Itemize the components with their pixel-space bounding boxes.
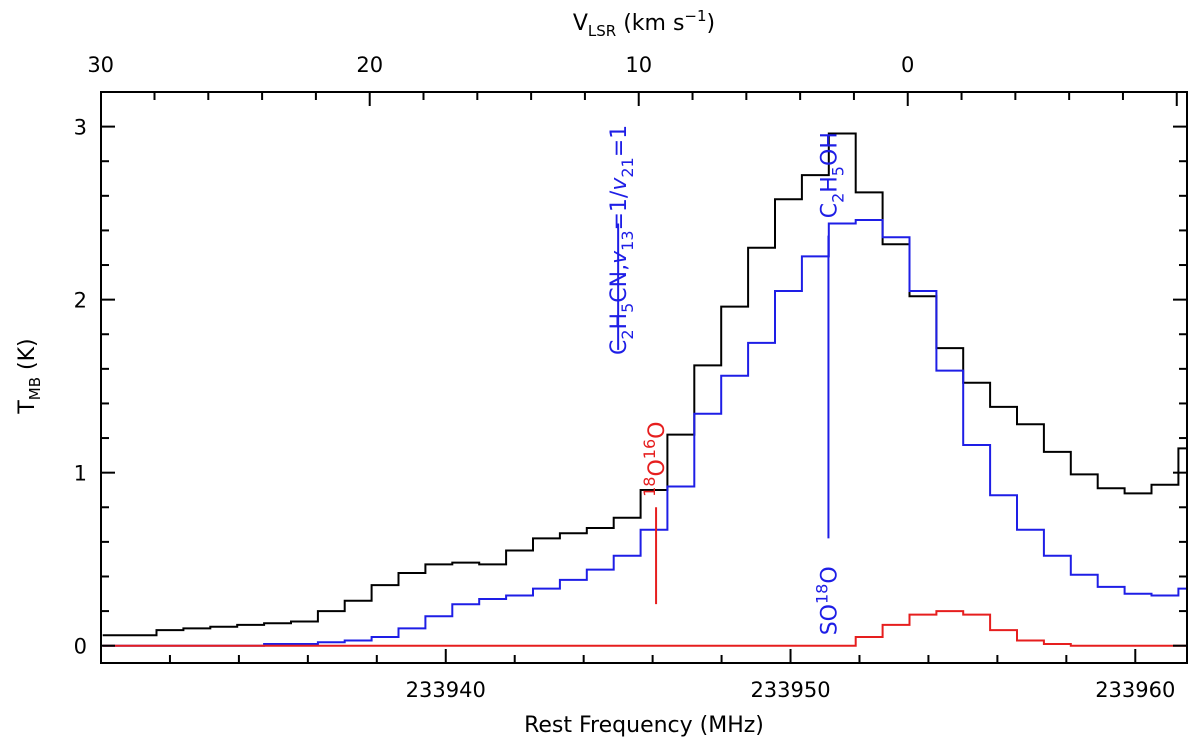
series-model: [102, 219, 1187, 647]
top-tick-label: 20: [356, 53, 383, 77]
y-axis-label-main: T: [15, 400, 40, 415]
annotation-label-part: 21: [618, 157, 637, 177]
y-tick-label: 2: [74, 289, 87, 313]
annotation-label-part: 18: [640, 477, 659, 497]
y-axis-label-sub: MB: [26, 377, 44, 400]
annotation-label-part: 16: [640, 439, 659, 459]
annotation-label-part: 2: [828, 193, 847, 203]
annotation-label-c2h5cn: C2H5CN,v13=1/v21=1: [607, 125, 637, 355]
y-axis-label-unit: (K): [15, 338, 40, 377]
series-observed: [102, 132, 1187, 637]
top-tick-label: 0: [901, 53, 914, 77]
annotation-label-part: H: [817, 176, 842, 193]
annotation-label-part: =1/: [607, 190, 632, 230]
top-axis-label-unit: (km s: [616, 11, 684, 36]
x-tick-label: 233940: [406, 678, 486, 702]
top-axis-label-sub: LSR: [588, 22, 616, 40]
x-tick-label: 233950: [750, 678, 830, 702]
annotation-label-part: 5: [618, 303, 637, 313]
annotation-label-part: CN,: [607, 264, 632, 303]
annotation-label-part: O: [645, 459, 670, 476]
top-axis-label: VLSR (km s−1): [573, 7, 715, 40]
series-layer: [102, 132, 1187, 647]
annotation-label-part: 2: [618, 329, 637, 339]
annotation-label-part: 5: [828, 166, 847, 176]
top-axis-label-sup: −1: [684, 7, 706, 25]
annotation-label-part: C: [817, 203, 842, 218]
x-tick-label: 233960: [1095, 678, 1175, 702]
x-axis-label: Rest Frequency (MHz): [524, 713, 764, 738]
annotation-label-part: C: [607, 340, 632, 355]
annotation-label-part: SO: [817, 604, 842, 635]
y-tick-label: 0: [74, 635, 87, 659]
annotation-label-part: O: [645, 422, 670, 439]
y-tick-label: 1: [74, 462, 87, 486]
annotation-label-part: =1: [607, 125, 632, 157]
tick-layer: 233940 233950 233960 0 1 2 3 30 20 10 0: [74, 53, 1187, 702]
top-axis-label-main: V: [573, 11, 588, 36]
top-tick-label: 30: [87, 53, 114, 77]
annotation-label-c2h5oh: C2H5OH: [817, 132, 847, 218]
y-tick-label: 3: [74, 116, 87, 140]
top-tick-label: 10: [625, 53, 652, 77]
annotation-label-part: v: [607, 177, 632, 191]
series-18O16O: [102, 610, 1187, 647]
top-axis-label-close: ): [707, 11, 716, 36]
annotation-label-part: O: [817, 566, 842, 583]
annotation-label-part: 13: [618, 231, 637, 251]
plot-frame: [100, 91, 1188, 664]
annotation-label-part: H: [607, 313, 632, 330]
annotation-label-part: 18: [812, 584, 831, 604]
annotation-label-so18o: SO18O: [812, 566, 842, 635]
annotation-label-part: v: [607, 250, 632, 264]
annotation-label-part: OH: [817, 132, 842, 166]
y-axis-label: TMB (K): [15, 338, 44, 414]
annotation-label-o2-isotope: 18O16O: [640, 422, 670, 497]
